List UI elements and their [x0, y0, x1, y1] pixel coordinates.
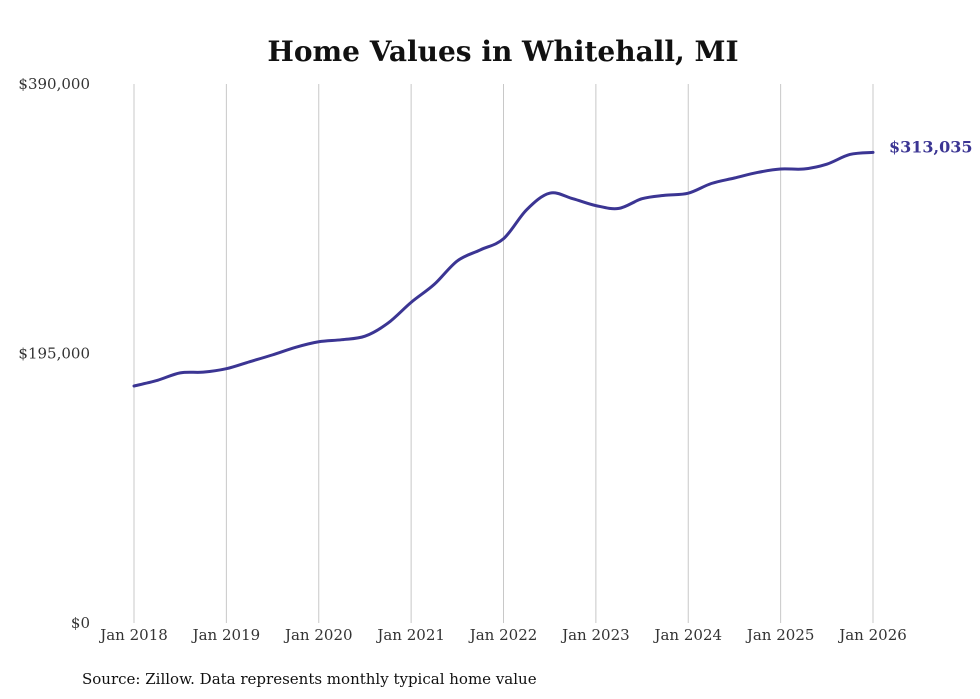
y-tick-label: $390,000 — [18, 75, 90, 93]
x-tick-label: Jan 2019 — [191, 626, 261, 644]
gridlines — [133, 84, 874, 623]
x-axis-ticks: Jan 2018 Jan 2019 Jan 2020 Jan 2021 Jan 2022… — [98, 626, 907, 644]
y-tick-label: $0 — [71, 614, 90, 632]
end-value-label: $313,035 — [889, 137, 973, 156]
x-tick-label: Jan 2025 — [745, 626, 815, 644]
x-tick-label: Jan 2023 — [560, 626, 630, 644]
chart-title: Home Values in Whitehall, MI — [267, 35, 738, 68]
x-tick-label: Jan 2022 — [468, 626, 538, 644]
series-line-0 — [132, 150, 875, 388]
x-tick-label: Jan 2020 — [283, 626, 353, 644]
y-tick-label: $195,000 — [18, 345, 90, 363]
x-tick-label: Jan 2021 — [375, 626, 445, 644]
x-tick-label: Jan 2018 — [98, 626, 168, 644]
source-note: Source: Zillow. Data represents monthly … — [82, 670, 537, 688]
x-tick-label: Jan 2026 — [837, 626, 907, 644]
y-axis-ticks: $0 $195,000 $390,000 — [18, 75, 90, 632]
series-layer: $313,035 — [132, 137, 973, 388]
x-tick-label: Jan 2024 — [652, 626, 722, 644]
